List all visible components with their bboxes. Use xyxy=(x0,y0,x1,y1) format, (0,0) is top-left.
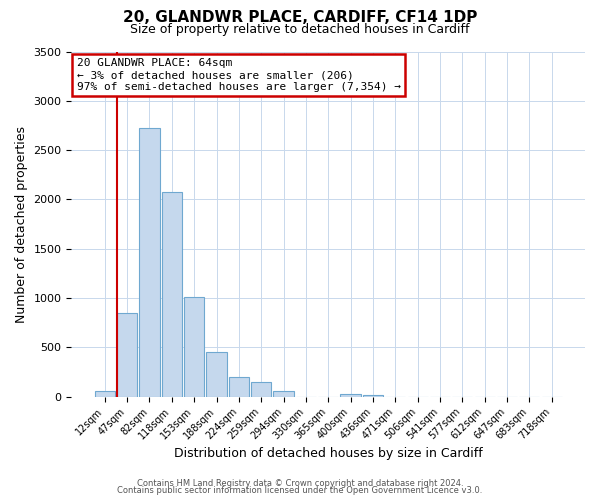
Bar xyxy=(139,128,160,396)
Bar xyxy=(206,352,227,397)
Bar xyxy=(363,394,383,396)
Y-axis label: Number of detached properties: Number of detached properties xyxy=(15,126,28,322)
Text: 20, GLANDWR PLACE, CARDIFF, CF14 1DP: 20, GLANDWR PLACE, CARDIFF, CF14 1DP xyxy=(123,10,477,25)
Text: Contains public sector information licensed under the Open Government Licence v3: Contains public sector information licen… xyxy=(118,486,482,495)
Bar xyxy=(95,392,115,396)
Bar xyxy=(340,394,361,396)
Text: Size of property relative to detached houses in Cardiff: Size of property relative to detached ho… xyxy=(130,22,470,36)
Bar xyxy=(251,382,271,396)
Bar xyxy=(162,192,182,396)
Bar xyxy=(274,392,293,396)
Bar xyxy=(117,313,137,396)
X-axis label: Distribution of detached houses by size in Cardiff: Distribution of detached houses by size … xyxy=(174,447,482,460)
Text: Contains HM Land Registry data © Crown copyright and database right 2024.: Contains HM Land Registry data © Crown c… xyxy=(137,478,463,488)
Bar xyxy=(229,377,249,396)
Bar xyxy=(184,297,204,396)
Text: 20 GLANDWR PLACE: 64sqm
← 3% of detached houses are smaller (206)
97% of semi-de: 20 GLANDWR PLACE: 64sqm ← 3% of detached… xyxy=(77,58,401,92)
